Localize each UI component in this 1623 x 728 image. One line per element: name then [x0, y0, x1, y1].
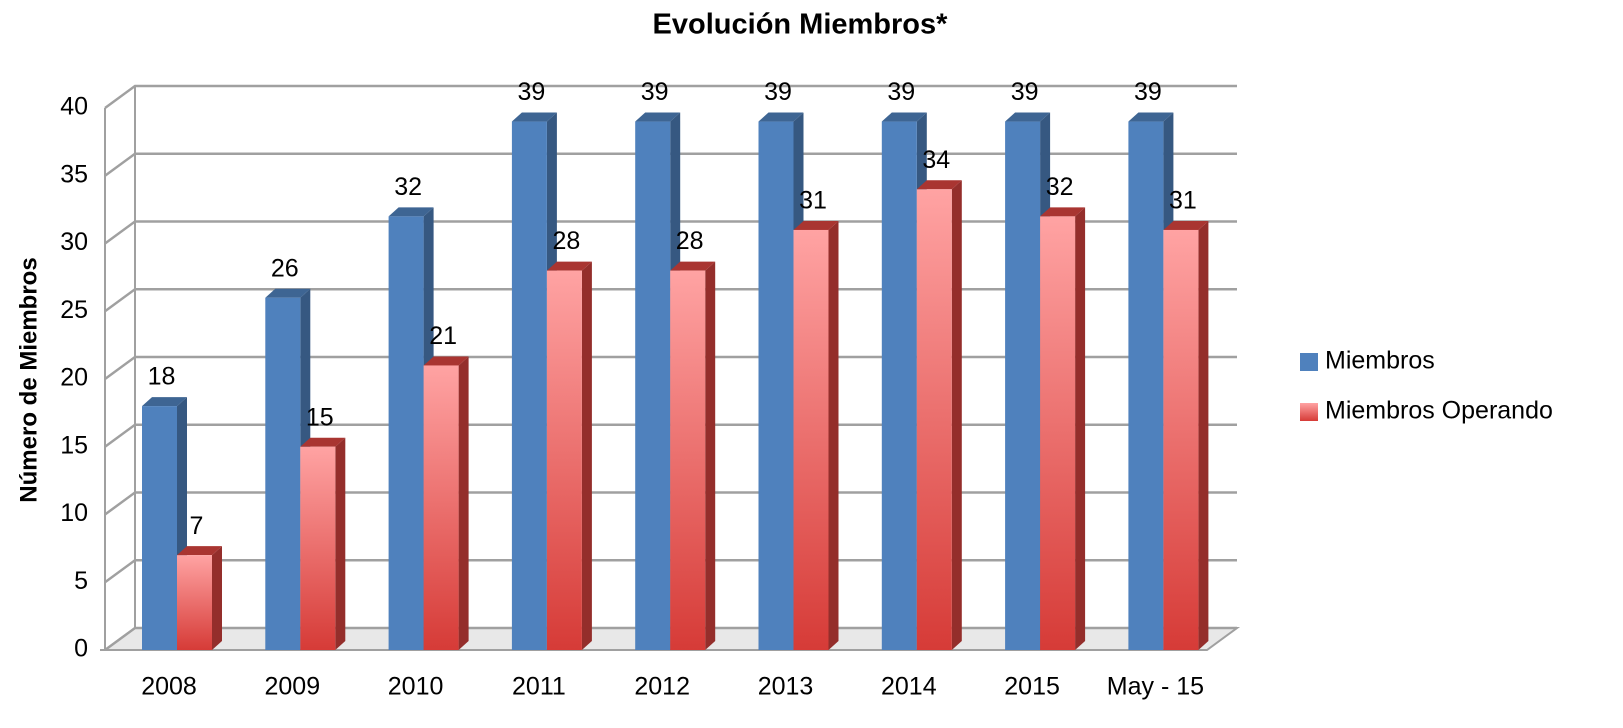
bar: [511, 121, 547, 651]
bar: [670, 270, 706, 650]
bar: [1040, 216, 1076, 650]
x-tick-label: 2008: [141, 673, 197, 701]
bar: [793, 229, 829, 650]
data-label: 31: [799, 187, 827, 215]
grid-line: [104, 355, 1237, 381]
bar: [388, 216, 424, 650]
y-tick-label: 35: [60, 160, 88, 188]
bar-side: [1198, 220, 1209, 650]
grid-line: [104, 559, 1237, 584]
bar-top: [265, 288, 311, 298]
grid-line: [104, 491, 1237, 516]
y-tick-label: 15: [60, 431, 88, 459]
x-tick-label: 2013: [758, 673, 814, 701]
data-label: 28: [676, 227, 704, 255]
bar-top: [758, 112, 804, 122]
data-label: 21: [429, 322, 457, 350]
bar-top: [1040, 207, 1086, 217]
bar-side: [212, 546, 222, 650]
bar: [1005, 121, 1041, 651]
x-tick-label: 2015: [1004, 673, 1060, 701]
y-axis-label: Número de Miembros: [15, 257, 42, 502]
bar-side: [828, 220, 839, 650]
legend-label: Miembros: [1325, 347, 1435, 375]
data-label: 7: [190, 512, 204, 540]
bar-top: [423, 356, 469, 366]
bar-top: [793, 220, 839, 230]
data-label: 39: [887, 78, 915, 106]
bar-top: [1005, 112, 1051, 122]
data-label: 15: [306, 403, 334, 431]
bar-top: [881, 112, 927, 122]
bar-top: [142, 397, 187, 407]
data-label: 32: [1046, 173, 1074, 201]
grid-line: [104, 423, 1237, 448]
bar-top: [1128, 112, 1174, 122]
x-tick-label: 2012: [634, 673, 690, 701]
data-label: 39: [1134, 78, 1162, 106]
grid-line: [104, 288, 1237, 313]
bar-side: [458, 356, 469, 650]
bar-top: [388, 207, 434, 217]
bar: [916, 189, 952, 651]
legend-label: Miembros Operando: [1325, 397, 1553, 425]
data-label: 39: [517, 78, 545, 106]
bar-side: [1075, 207, 1086, 650]
grid-line: [104, 84, 1237, 110]
bar: [142, 406, 177, 650]
data-label: 31: [1169, 187, 1197, 215]
bar-top: [916, 180, 962, 190]
data-label: 18: [148, 363, 176, 391]
bar: [546, 270, 582, 650]
bar-side: [705, 261, 716, 650]
x-tick-label: 2009: [264, 673, 320, 701]
x-tick-label: 2014: [881, 673, 937, 701]
bar-top: [1163, 220, 1209, 230]
y-tick-label: 0: [74, 635, 88, 663]
data-label: 39: [1011, 78, 1039, 106]
y-tick-label: 10: [60, 499, 88, 527]
y-tick-label: 40: [60, 93, 88, 121]
grid-line: [104, 152, 1237, 177]
y-tick-label: 30: [60, 228, 88, 256]
data-label: 39: [764, 78, 792, 106]
legend-swatch: [1300, 403, 1318, 421]
bar: [423, 365, 459, 650]
y-tick-label: 5: [74, 567, 88, 595]
chart-title: Evolución Miembros*: [653, 9, 949, 41]
bar-side: [335, 437, 346, 650]
bar: [1163, 229, 1199, 650]
grid-line: [104, 626, 1237, 652]
bar: [177, 555, 212, 650]
bar: [1128, 121, 1164, 651]
grid-line: [104, 220, 1237, 245]
bar-side: [951, 180, 962, 651]
bar: [635, 121, 671, 651]
bar-top: [635, 112, 681, 122]
x-tick-label: May - 15: [1107, 673, 1204, 701]
legend-swatch: [1300, 353, 1318, 371]
bar: [758, 121, 794, 651]
bar: [300, 446, 336, 650]
y-tick-label: 20: [60, 364, 88, 392]
bar-top: [670, 261, 716, 271]
bar: [881, 121, 917, 651]
data-label: 26: [271, 254, 299, 282]
data-label: 32: [394, 173, 422, 201]
data-label: 34: [922, 146, 950, 174]
x-tick-label: 2011: [512, 673, 566, 701]
bar-top: [177, 546, 222, 556]
data-label: 39: [641, 78, 669, 106]
data-label: 28: [552, 227, 580, 255]
bar: [265, 297, 301, 650]
bar-top: [546, 261, 592, 271]
x-tick-label: 2010: [388, 673, 444, 701]
bar-side: [581, 261, 592, 650]
bar-top: [511, 112, 557, 122]
y-tick-label: 25: [60, 296, 88, 324]
bar-top: [300, 437, 346, 447]
